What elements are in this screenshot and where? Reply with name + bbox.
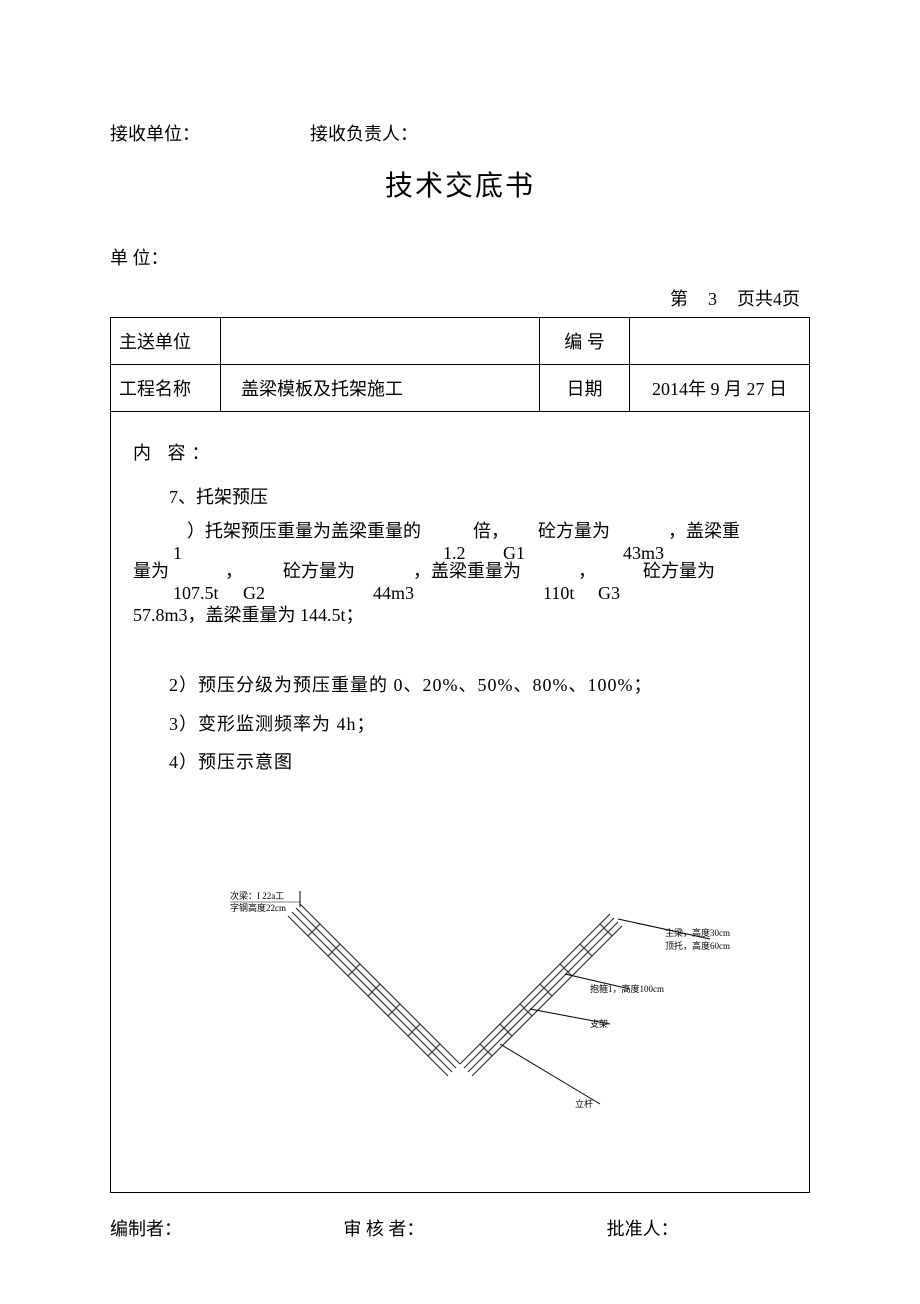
cell-date-value: 2014年 9 月 27 日 [630,365,810,412]
label-mid3: 立杆 [575,1098,593,1109]
para-text: 44m3 [373,576,414,610]
para-text: ， [225,554,243,588]
label-mid2: 支架 [590,1018,608,1029]
cell-project-value: 盖梁模板及托架施工 [221,365,540,412]
item-3: 3）变形监测频率为 4h； [133,707,787,741]
label-left2: 字钢高度22cm [230,902,286,913]
page-num: 3 [693,289,733,310]
para-text: 57.8m3，盖梁重量为 144.5t； [133,598,364,632]
diagram-svg: 次梁：I 22a工 字钢高度22cm 主梁，高度30cm 顶托，高度60cm 抱… [170,879,750,1139]
label-mid1: 抱箍1，高度100cm [590,983,664,994]
table-row: 内 容： 7、托架预压 ）托架预压重量为盖梁重量的 倍， 砼方量为 ，盖梁重 1… [111,412,810,1193]
section-title: 7、托架预压 [133,480,787,514]
main-table: 主送单位 编 号 工程名称 盖梁模板及托架施工 日期 2014年 9 月 27 … [110,317,810,1193]
content-wrap: 内 容： 7、托架预压 ）托架预压重量为盖梁重量的 倍， 砼方量为 ，盖梁重 1… [119,422,801,1182]
page-indicator: 第 3 页共4页 [110,285,810,311]
para-text: 砼方量为 [538,514,610,548]
cell-dept-value [221,318,540,365]
v-right-arm [460,914,622,1076]
table-row: 工程名称 盖梁模板及托架施工 日期 2014年 9 月 27 日 [111,365,810,412]
cell-date-label: 日期 [540,365,630,412]
footer-reviewer: 审 核 者： [313,1215,546,1241]
label-left1: 次梁：I 22a工 [230,890,284,901]
page-suffix: 页共4页 [737,289,800,309]
callout-lines [300,891,710,1104]
para-text: ，盖梁重 [668,514,740,548]
para-text: ）托架预压重量为盖梁重量的 [187,514,421,548]
para-block: ）托架预压重量为盖梁重量的 倍， 砼方量为 ，盖梁重 1 1.2 G1 43m3… [133,514,787,664]
recv-unit-label: 接收单位： [110,120,310,146]
cell-no-label: 编 号 [540,318,630,365]
cell-no-value [630,318,810,365]
cell-dept-label: 主送单位 [111,318,221,365]
para-text: 砼方量为 [283,554,355,588]
cell-project-label: 工程名称 [111,365,221,412]
item-2: 2）预压分级为预压重量的 0、20%、50%、80%、100%； [133,668,787,702]
para-text: G3 [598,576,620,610]
v-left-arm [288,904,460,1076]
recv-person-label: 接收负责人： [310,120,810,146]
item-4: 4）预压示意图 [133,745,787,779]
footer-approver: 批准人： [547,1215,810,1241]
para-text: 量为 [133,554,169,588]
preload-diagram: 次梁：I 22a工 字钢高度22cm 主梁，高度30cm 顶托，高度60cm 抱… [170,879,750,1139]
header-row: 接收单位： 接收负责人： [110,120,810,146]
para-text: 1 [173,536,182,570]
doc-title: 技术交底书 [110,164,810,204]
content-heading: 内 容： [133,436,787,470]
footer-row: 编制者： 审 核 者： 批准人： [110,1215,810,1241]
table-row: 主送单位 编 号 [111,318,810,365]
label-right1: 主梁，高度30cm [665,927,730,938]
para-text: ， [578,554,596,588]
footer-compiler: 编制者： [110,1215,313,1241]
label-right2: 顶托，高度60cm [665,940,730,951]
para-text: ，盖梁重量为 [413,554,521,588]
unit-label: 单 位： [110,244,810,270]
para-text: 砼方量为 [643,554,715,588]
content-cell: 内 容： 7、托架预压 ）托架预压重量为盖梁重量的 倍， 砼方量为 ，盖梁重 1… [111,412,810,1193]
page-prefix: 第 [670,289,688,309]
para-text: 110t [543,576,574,610]
